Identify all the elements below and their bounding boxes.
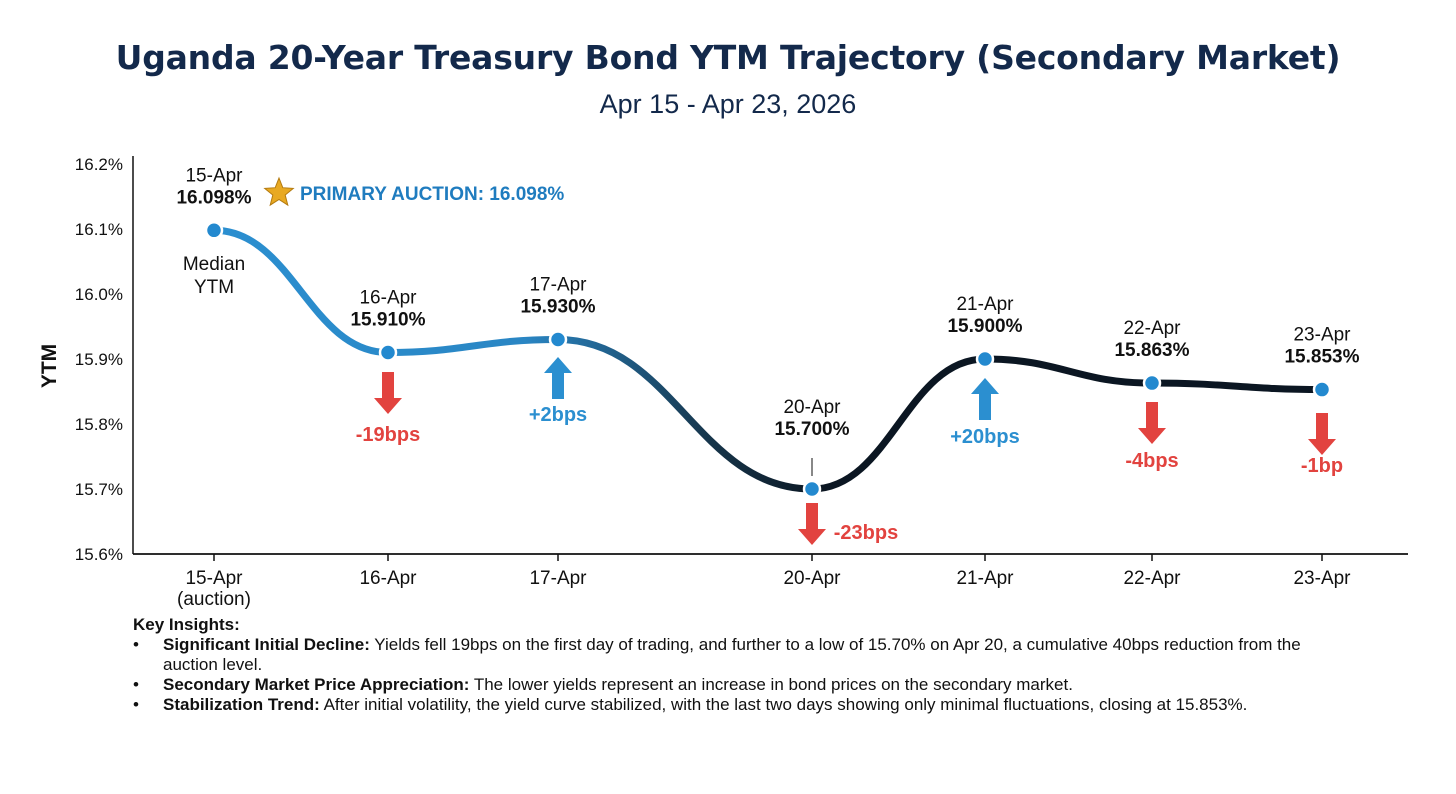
change-label: -4bps [1125,450,1178,472]
change-label: +2bps [529,404,587,426]
point-date-label: 15-Apr [185,165,243,186]
point-value-label: 15.700% [774,419,849,440]
data-point [548,330,568,349]
point-value-label: 15.900% [947,316,1022,337]
point-value-label: 16.098% [176,187,251,208]
data-point [378,343,398,362]
point-date-label: 16-Apr [359,288,417,309]
up-arrow-icon [971,378,999,420]
x-tick-label: 22-Apr [1123,568,1181,589]
insights-list: Significant Initial Decline: Yields fell… [133,635,1313,715]
point-date-label: 21-Apr [956,294,1014,315]
down-arrow-icon [1138,402,1166,444]
point-date-label: 20-Apr [783,397,841,418]
x-tick-label: 20-Apr [783,568,841,589]
star-icon [263,176,295,207]
change-label: -1bp [1301,455,1343,477]
point-value-label: 15.863% [1114,340,1189,361]
insight-text: The lower yields represent an increase i… [469,675,1073,694]
x-tick-label: (auction) [177,589,251,610]
insight-text: Yields fell 19bps on the first day of tr… [163,635,1301,674]
insight-label: Secondary Market Price Appreciation: [163,675,470,694]
y-tick-label: 16.0% [75,285,123,304]
point-date-label: 23-Apr [1293,325,1351,346]
point-value-label: 15.853% [1284,347,1359,368]
insight-item: Secondary Market Price Appreciation: The… [133,675,1313,695]
x-tick-label: 17-Apr [529,568,587,589]
down-arrow-icon [798,503,826,545]
data-point [975,349,995,369]
data-point [1142,373,1162,393]
insight-label: Stabilization Trend: [163,695,320,714]
x-tick-label: 23-Apr [1293,568,1351,589]
point-value-label: 15.910% [350,310,425,331]
data-point [204,221,224,240]
point-date-label: 17-Apr [529,275,587,296]
y-tick-label: 16.2% [75,155,123,174]
median-annotation: Median [183,254,245,275]
change-label: +20bps [950,426,1019,448]
point-value-label: 15.930% [520,297,595,318]
y-axis-label: YTM [38,344,61,388]
insights-heading: Key Insights: [133,615,240,634]
x-tick-label: 21-Apr [956,568,1014,589]
insight-text: After initial volatility, the yield curv… [319,695,1248,714]
x-tick-label: 16-Apr [359,568,417,589]
auction-annotation: PRIMARY AUCTION: 16.098% [300,184,564,205]
insight-item: Stabilization Trend: After initial volat… [133,695,1313,715]
change-label: -19bps [356,424,420,446]
key-insights: Key Insights: Significant Initial Declin… [133,615,1313,715]
data-point [802,479,822,499]
y-tick-label: 15.7% [75,480,123,499]
y-tick-label: 16.1% [75,220,123,239]
x-tick-label: 15-Apr [185,568,243,589]
insight-item: Significant Initial Decline: Yields fell… [133,635,1313,675]
median-annotation: YTM [194,277,234,298]
data-point [1312,380,1332,399]
down-arrow-icon [1308,413,1336,455]
ytm-line-chart: 15.6% 15.7% 15.8% 15.9% 16.0% 16.1% 16.2% YTM 15… [38,155,1408,610]
y-tick-label: 15.9% [75,350,123,369]
y-tick-label: 15.8% [75,415,123,434]
up-arrow-icon [544,357,572,399]
insight-label: Significant Initial Decline: [163,635,370,654]
change-label: -23bps [834,522,898,544]
chart-title: Uganda 20-Year Treasury Bond YTM Traject… [115,38,1341,77]
chart-subtitle: Apr 15 - Apr 23, 2026 [599,89,857,119]
down-arrow-icon [374,372,402,414]
point-date-label: 22-Apr [1123,318,1181,339]
y-tick-label: 15.6% [75,545,123,564]
